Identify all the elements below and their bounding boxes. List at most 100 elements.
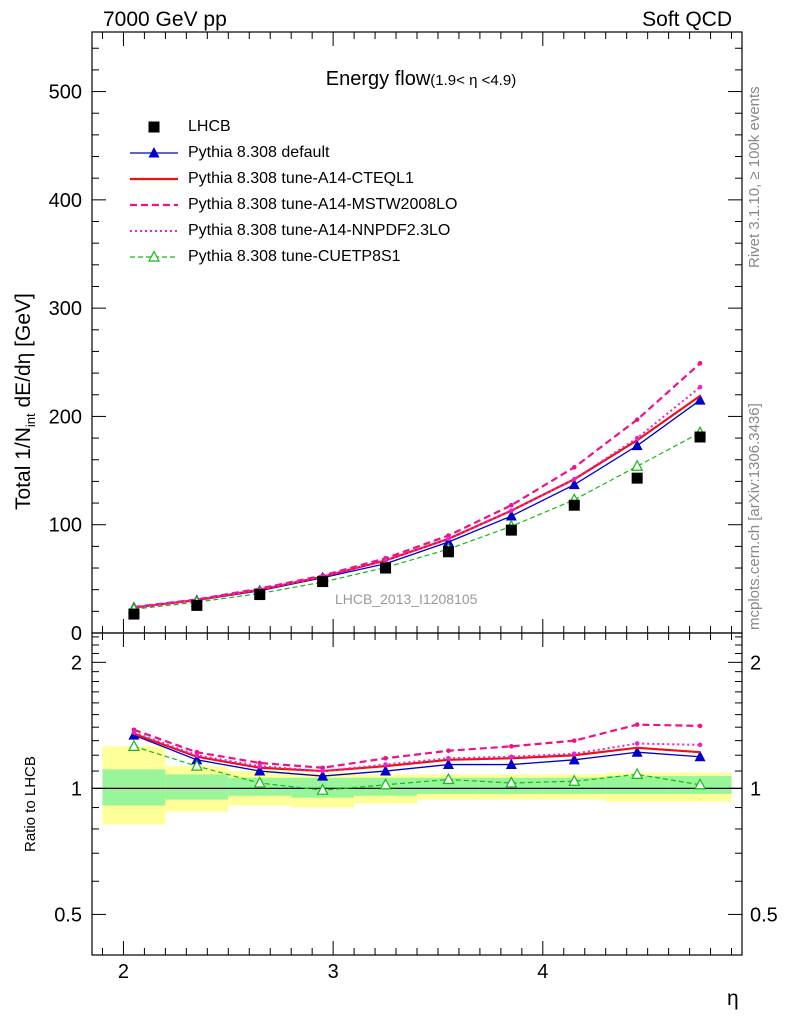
series-point-nnpdf	[571, 476, 577, 482]
ratio-line-cuetp8s1	[133, 745, 701, 791]
legend-swatch-nnpdf	[130, 230, 178, 232]
ratio-point-mstw	[446, 748, 451, 754]
ratio-point-default	[380, 765, 392, 776]
ratio-point-cuetp8s1	[505, 776, 518, 788]
ratio-point-cuetp8s1	[316, 783, 329, 795]
ratio-point-nnpdf	[697, 742, 703, 748]
plot-title-range: (1.9< η <4.9)	[430, 72, 517, 89]
series-point-default	[631, 439, 643, 451]
ratio-point-cuetp8s1	[631, 767, 644, 779]
ratio-point-default	[191, 753, 203, 765]
ratio-point-cuetp8s1	[694, 777, 707, 790]
series-point-default	[442, 536, 454, 547]
ratio-point-cuetp8s1	[379, 777, 392, 790]
data-point	[191, 599, 203, 611]
legend-swatch-cteql1	[130, 177, 178, 181]
series-point-nnpdf	[509, 508, 514, 513]
series-point-default	[568, 478, 580, 490]
ratio-line-default	[133, 734, 701, 777]
ratio-point-mstw	[697, 723, 703, 729]
ratio-point-mstw	[257, 760, 263, 766]
ratio-line-cteql1	[133, 732, 701, 773]
legend-item-nnpdf: Pythia 8.308 tune-A14-NNPDF2.3LO	[128, 218, 457, 244]
ratio-band-inner	[165, 774, 229, 800]
legend-swatch-default	[130, 147, 178, 158]
tick-label: 1	[71, 778, 82, 800]
ratio-point-cuetp8s1	[253, 776, 266, 788]
ratio-point-cuetp8s1	[190, 759, 203, 771]
legend-label: Pythia 8.308 tune-A14-NNPDF2.3LO	[188, 222, 451, 239]
ratio-point-cuetp8s1	[127, 739, 140, 751]
tick-label: 0.5	[54, 904, 82, 926]
legend-swatch-cuetp8s1	[130, 250, 178, 262]
analysis-id-label: LHCB_2013_I1208105	[335, 591, 478, 607]
ratio-point-default	[317, 770, 329, 781]
ratio-point-default	[442, 758, 454, 770]
ratio-point-nnpdf	[571, 751, 577, 757]
tick-label: 1	[750, 778, 761, 800]
tick-label: 4	[537, 961, 548, 983]
legend-item-data: LHCB	[128, 114, 457, 140]
ratio-point-nnpdf	[131, 730, 137, 735]
ratio-band-inner	[102, 769, 166, 806]
ratio-point-mstw	[320, 765, 325, 771]
tick-label: 2	[71, 652, 82, 674]
legend-marker-default	[148, 147, 160, 158]
tick-label: 400	[49, 190, 82, 212]
legend-label: LHCB	[188, 118, 231, 135]
ratio-line-nnpdf	[133, 731, 701, 773]
ratio-point-nnpdf	[446, 755, 451, 761]
series-point-mstw	[446, 533, 451, 538]
ratio-band-inner	[605, 776, 669, 794]
ratio-point-mstw	[634, 722, 640, 727]
process-label: Soft QCD	[642, 8, 732, 31]
ratio-point-default	[254, 765, 266, 776]
legend-item-cteql1: Pythia 8.308 tune-A14-CTEQL1	[128, 166, 457, 192]
legend-swatch-mstw	[130, 203, 178, 207]
ratio-line-mstw	[133, 723, 701, 769]
series-point-mstw	[509, 502, 514, 508]
legend-label: Pythia 8.308 tune-CUETP8S1	[188, 248, 401, 265]
tick-label: 0.5	[750, 904, 778, 926]
data-point	[380, 562, 392, 574]
tick-label: 100	[49, 515, 82, 537]
ratio-band-inner	[542, 777, 606, 794]
series-line-cuetp8s1	[133, 432, 701, 610]
mcplots-label: mcplots.cern.ch [arXiv:1306.3436]	[746, 403, 763, 630]
ratio-point-nnpdf	[257, 763, 263, 769]
main-y-axis-label: Total 1/Nint dE/dη [GeV]	[12, 293, 38, 510]
ratio-point-mstw	[509, 744, 514, 749]
tick-label: 500	[49, 82, 82, 104]
ratio-point-default	[505, 758, 517, 770]
series-line-mstw	[133, 362, 701, 609]
tick-label: 200	[49, 406, 82, 428]
axis-tick-labels: 0 100 200 300 400 500 0.5 0.5 1 1 2 2 2 3 4	[49, 82, 778, 983]
rivet-version-label: Rivet 3.1.10, ≥ 100k events	[746, 86, 763, 268]
data-point	[631, 472, 643, 484]
series-point-mstw	[571, 465, 577, 470]
main-y-axis-label-post: dE/dη [GeV]	[12, 293, 35, 414]
ratio-point-default	[631, 746, 643, 757]
legend-label: Pythia 8.308 tune-A14-CTEQL1	[188, 170, 414, 187]
data-point	[505, 524, 517, 536]
tick-label: 300	[49, 298, 82, 320]
legend-item-cuetp8s1: Pythia 8.308 tune-CUETP8S1	[128, 244, 457, 270]
ratio-point-cuetp8s1	[442, 772, 455, 785]
ratio-point-mstw	[571, 738, 577, 743]
series-point-mstw	[634, 417, 640, 422]
ratio-point-nnpdf	[509, 754, 514, 760]
axis-ticks	[92, 32, 742, 956]
ratio-y-axis-label: Ratio to LHCB	[22, 756, 39, 852]
tick-label: 2	[118, 961, 129, 983]
series-point-nnpdf	[697, 384, 703, 390]
series-point-cuetp8s1	[631, 459, 644, 471]
legend: LHCB Pythia 8.308 default Pythia 8.308 tun…	[128, 114, 457, 270]
series-point-default	[505, 510, 517, 521]
series-line-default	[133, 399, 701, 609]
series-line-nnpdf	[133, 386, 701, 609]
ratio-point-nnpdf	[383, 762, 388, 767]
ratio-point-cuetp8s1	[568, 774, 581, 786]
series-point-nnpdf	[383, 558, 388, 563]
legend-marker-cuetp8s1	[148, 250, 160, 262]
